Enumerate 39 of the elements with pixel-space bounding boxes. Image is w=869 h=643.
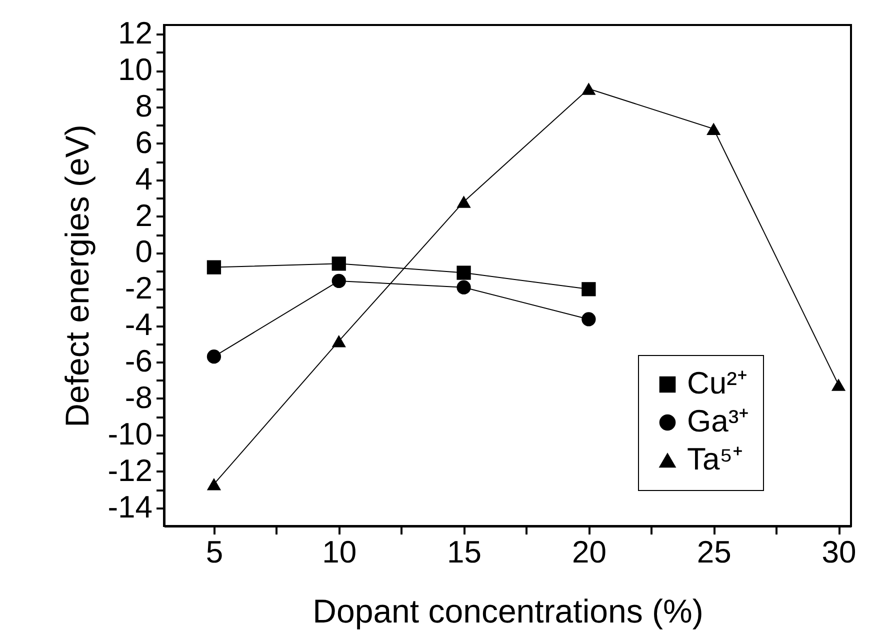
point	[582, 282, 596, 296]
y-tick-label: -8	[124, 380, 152, 415]
x-tick-label: 25	[696, 534, 732, 570]
y-tick-label: 4	[135, 161, 152, 196]
point	[456, 266, 471, 280]
point	[206, 350, 222, 364]
y-axis-title: Defect energies (eV)	[58, 124, 96, 428]
legend-label: Ga³⁺	[687, 404, 749, 438]
y-tick-label: 8	[135, 88, 152, 124]
y-tick-label: 10	[118, 52, 152, 88]
legend-label: Ta⁵⁺	[687, 442, 743, 476]
legend-label: Cu²⁺	[687, 366, 747, 400]
point	[332, 256, 346, 271]
point	[206, 478, 222, 490]
y-tick-label: 0	[135, 234, 152, 270]
x-tick-label: 30	[822, 534, 856, 570]
point	[332, 334, 346, 348]
y-tick-label: -2	[124, 270, 152, 306]
x-tick-label: 15	[447, 534, 482, 570]
y-tick-label: -4	[124, 307, 152, 342]
y-tick-label: 2	[135, 198, 152, 233]
point	[206, 260, 222, 274]
y-tick-label: 6	[135, 124, 152, 160]
x-tick-label: 20	[572, 534, 606, 570]
point	[582, 82, 596, 95]
point	[332, 274, 346, 288]
point	[706, 122, 721, 135]
y-tick-label: -6	[124, 344, 152, 379]
point	[831, 378, 846, 391]
x-tick-label: 5	[206, 534, 224, 570]
x-axis-title: Dopant concentrations (%)	[312, 592, 704, 630]
point	[456, 196, 471, 208]
y-tick-label: -14	[108, 489, 152, 524]
y-tick-label: -10	[108, 416, 152, 452]
y-tick-label: 12	[118, 16, 152, 51]
y-tick-label: -12	[108, 452, 152, 488]
point	[456, 280, 471, 294]
x-tick-label: 10	[322, 534, 357, 570]
point	[582, 312, 596, 326]
